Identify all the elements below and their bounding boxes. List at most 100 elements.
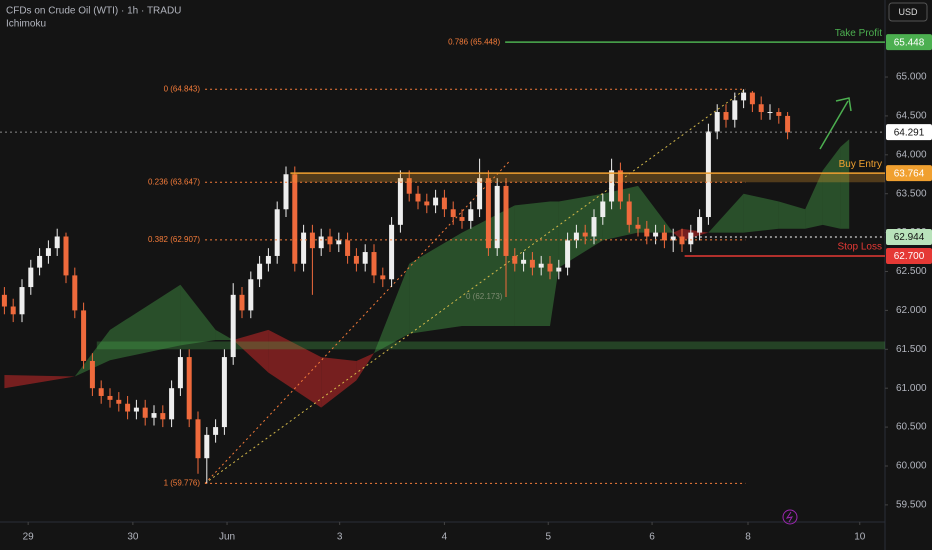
candle-body: [644, 228, 650, 237]
candle-body: [177, 357, 183, 389]
x-tick-label: 5: [545, 532, 551, 543]
candle-body: [265, 255, 271, 264]
candle-body: [556, 267, 562, 272]
candle-body: [19, 287, 25, 315]
candle-body: [661, 232, 667, 241]
candle-body: [10, 306, 16, 315]
candle-body: [741, 92, 747, 101]
candle-body: [723, 112, 729, 120]
cloud-segment: [4, 374, 75, 389]
fib-trendline: [204, 159, 511, 484]
candle-body: [538, 263, 544, 268]
cloud-segment: [550, 201, 559, 326]
candle-body: [274, 209, 280, 256]
price-label-box: [886, 165, 932, 182]
y-tick-label: 59.500: [896, 500, 927, 511]
candle-body: [230, 294, 236, 358]
x-tick-label: Jun: [219, 532, 235, 543]
candle-body: [345, 240, 351, 256]
candle-body: [257, 263, 263, 280]
x-tick-label: 29: [23, 532, 35, 543]
candle-body: [485, 178, 491, 249]
currency-button[interactable]: [888, 2, 928, 22]
candle-body: [371, 252, 377, 276]
cloud-segment: [268, 329, 322, 408]
candle-body: [98, 388, 104, 396]
cloud-segment: [374, 263, 410, 354]
candle-body: [195, 419, 201, 459]
candle-body: [705, 131, 711, 218]
level-annotation: Buy Entry: [839, 159, 882, 170]
price-label-box: [886, 228, 932, 245]
cloud-segment: [180, 284, 216, 346]
chart-title: CFDs on Crude Oil (WTI) · 1h · TRADU: [6, 6, 181, 17]
x-tick-label: 30: [127, 532, 139, 543]
plot: 65.00064.50064.00063.50063.00062.50062.0…: [0, 28, 927, 543]
candle-body: [547, 263, 553, 272]
candle-body: [609, 170, 615, 202]
candle-body: [433, 197, 439, 206]
price-label: 64.291: [894, 127, 925, 138]
cloud-segment: [778, 201, 806, 229]
currency-label[interactable]: USD: [898, 7, 918, 17]
cloud-segment: [321, 357, 357, 408]
candle-body: [679, 236, 685, 245]
candle-body: [133, 407, 139, 412]
candle-body: [617, 170, 623, 202]
cloud-segment: [233, 329, 269, 373]
cloud-segment: [356, 353, 374, 381]
cloud-segment: [743, 193, 779, 233]
candle-body: [565, 240, 571, 268]
y-tick-label: 65.000: [896, 72, 927, 83]
candle-body: [521, 259, 527, 264]
y-tick-label: 60.000: [896, 461, 927, 472]
level-annotation: Take Profit: [835, 28, 882, 39]
candle-body: [142, 407, 148, 418]
candle-body: [81, 310, 87, 361]
fib-label: 0 (64.843): [164, 84, 201, 93]
candle-body: [380, 275, 386, 280]
price-label-box: [886, 124, 932, 141]
support-zone: [96, 341, 886, 350]
candle-body: [204, 434, 210, 459]
candle-body: [582, 232, 588, 237]
cloud-segment: [409, 232, 462, 334]
fib-label: 1 (59.776): [164, 479, 201, 488]
arrow-head: [835, 97, 852, 112]
price-label: 63.764: [894, 168, 925, 179]
candle-body: [468, 209, 474, 221]
y-tick-label: 63.500: [896, 188, 927, 199]
cloud-segment: [74, 329, 110, 377]
candle-body: [54, 236, 60, 249]
annotation: 0 (62.173): [466, 292, 503, 301]
candle-body: [318, 236, 324, 249]
candle-body: [688, 232, 694, 245]
alert-icon[interactable]: [782, 509, 798, 525]
price-label-box: [886, 247, 932, 264]
candle-body: [529, 259, 535, 268]
cloud-segment: [110, 284, 181, 361]
candle-body: [89, 360, 95, 389]
candle-body: [116, 399, 122, 404]
candle-body: [670, 236, 676, 241]
candle-body: [785, 115, 791, 133]
alert-bolt: [785, 511, 794, 523]
candle-body: [714, 112, 720, 132]
candle-body: [697, 217, 703, 233]
y-tick-label: 61.500: [896, 344, 927, 355]
entry-zone: [290, 173, 885, 183]
candle-body: [239, 294, 245, 311]
candle-body: [459, 217, 465, 221]
candle-body: [1, 294, 7, 307]
candle-body: [362, 252, 368, 264]
candle-body: [776, 112, 782, 116]
candle-body: [301, 232, 307, 264]
y-tick-label: 62.000: [896, 305, 927, 316]
indicator-name: Ichimoku: [6, 19, 46, 30]
cloud-segment: [805, 170, 823, 229]
y-tick-label: 64.000: [896, 149, 927, 160]
candle-body: [389, 224, 395, 280]
